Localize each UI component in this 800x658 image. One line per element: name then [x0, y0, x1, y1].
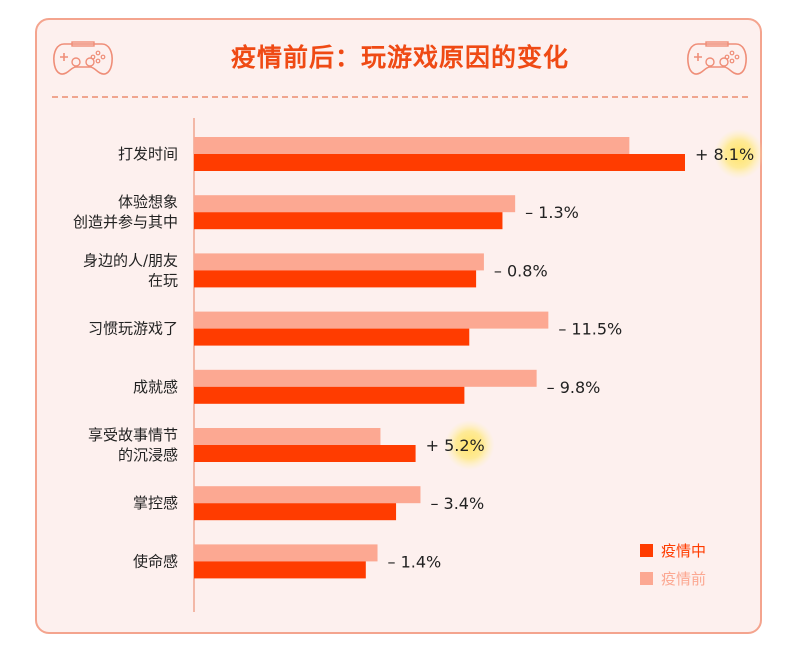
- category-label-line: 享受故事情节: [88, 426, 178, 444]
- change-label: + 8.1%: [695, 145, 754, 164]
- bar-during: [194, 386, 465, 404]
- bar-during: [194, 154, 685, 171]
- change-label: – 11.5%: [558, 320, 622, 339]
- legend-label: 疫情中: [661, 541, 707, 560]
- category-label-line: 打发时间: [118, 145, 178, 163]
- legend-item-during: 疫情中: [640, 536, 706, 564]
- bar-during: [194, 503, 397, 521]
- change-label: – 3.4%: [430, 494, 484, 513]
- category-label: 享受故事情节的沉浸感: [88, 426, 178, 464]
- category-label: 体验想象创造并参与其中: [73, 193, 178, 231]
- category-label: 打发时间: [118, 145, 178, 163]
- legend: 疫情中 疫情前: [640, 536, 706, 592]
- legend-swatch: [640, 571, 653, 585]
- category-label-line: 体验想象: [118, 193, 178, 211]
- bar-before: [194, 544, 378, 562]
- category-label: 习惯玩游戏了: [88, 320, 178, 338]
- category-label-line: 掌控感: [133, 494, 178, 512]
- change-label: – 1.4%: [388, 552, 442, 571]
- category-label-line: 成就感: [133, 378, 178, 396]
- bar-before: [194, 253, 484, 271]
- highlight-glow: [444, 420, 495, 470]
- bar-before: [194, 311, 549, 329]
- category-label: 掌控感: [133, 494, 178, 512]
- bar-during: [194, 212, 503, 230]
- category-label-line: 的沉浸感: [118, 446, 178, 464]
- change-label: – 1.3%: [525, 203, 579, 222]
- legend-swatch: [640, 543, 653, 557]
- category-label: 使命感: [133, 552, 178, 570]
- legend-item-before: 疫情前: [640, 564, 706, 592]
- category-label-line: 在玩: [148, 271, 178, 289]
- bar-before: [194, 428, 381, 445]
- bar-during: [194, 328, 470, 346]
- gamepad-icon: [53, 41, 113, 75]
- bar-during: [194, 561, 366, 579]
- bar-before: [194, 369, 537, 387]
- chart-title: 疫情前后：玩游戏原因的变化: [230, 43, 569, 72]
- category-label-line: 身边的人/朋友: [83, 251, 178, 269]
- bar-before: [194, 137, 630, 154]
- bar-before: [194, 195, 516, 213]
- category-label-line: 创造并参与其中: [73, 213, 178, 231]
- category-label-line: 习惯玩游戏了: [88, 320, 178, 338]
- category-label: 成就感: [133, 378, 178, 396]
- bar-during: [194, 445, 416, 462]
- title-divider: [52, 96, 748, 98]
- gamepad-icon: [687, 41, 747, 75]
- change-label: – 9.8%: [547, 378, 601, 397]
- category-label-line: 使命感: [133, 552, 178, 570]
- legend-label: 疫情前: [661, 569, 707, 588]
- highlight-glow: [714, 129, 764, 179]
- category-label: 身边的人/朋友在玩: [83, 251, 178, 289]
- bar-during: [194, 270, 477, 288]
- bar-before: [194, 486, 421, 504]
- change-label: – 0.8%: [494, 261, 548, 280]
- change-label: + 5.2%: [426, 436, 485, 455]
